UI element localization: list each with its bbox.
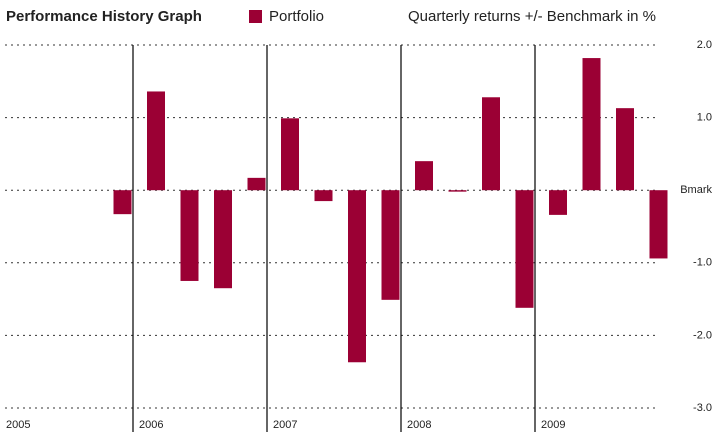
bar [348,190,366,363]
bar [582,58,601,191]
bar [482,97,500,191]
bar [381,190,400,300]
bar [515,190,534,308]
bar [281,118,299,191]
bar [113,190,132,215]
bar [549,190,567,215]
bar [214,190,232,289]
legend-label: Portfolio [269,8,324,25]
legend-swatch [249,10,262,23]
chart-title: Performance History Graph [6,8,202,25]
bar [147,91,165,191]
x-tick-label: 2007 [273,419,297,431]
y-tick-label: 1.0 [697,112,712,124]
bar [180,190,199,281]
y-tick-label: Bmark [680,184,712,196]
x-tick-label: 2006 [139,419,163,431]
chart-subtitle: Quarterly returns +/- Benchmark in % [408,8,656,25]
x-tick-label: 2005 [6,419,30,431]
x-tick-label: 2008 [407,419,431,431]
y-tick-label: -1.0 [693,257,712,269]
y-tick-label: -2.0 [693,329,712,341]
bar [247,177,266,191]
bar [649,190,668,259]
bar [616,108,634,191]
x-tick-label: 2009 [541,419,565,431]
bar [415,161,433,191]
y-tick-label: -3.0 [693,402,712,414]
bar [448,190,467,192]
bar [314,190,333,202]
y-tick-label: 2.0 [697,39,712,51]
